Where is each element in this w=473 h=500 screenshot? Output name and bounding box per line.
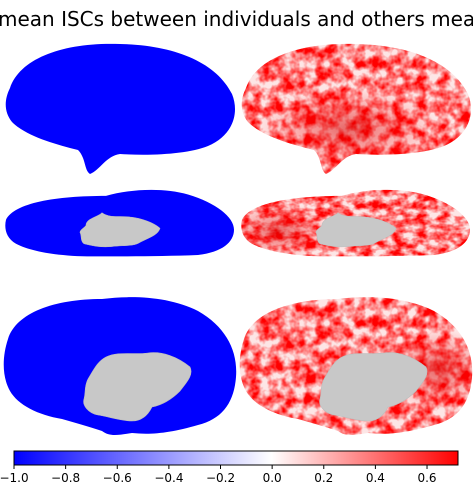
medial-wall xyxy=(79,212,161,248)
brain-surface xyxy=(5,43,235,174)
brain-panel-lateral-r1c1 xyxy=(5,43,235,174)
colorbar-tick-label: −0.8 xyxy=(51,471,80,485)
colorbar: −1.0 −0.8 −0.6 −0.4 −0.2 0.0 0.2 0.4 0.6 xyxy=(0,450,459,485)
brain-panel-medial-r3c1 xyxy=(3,297,237,435)
isc-hotspot xyxy=(248,79,448,169)
brain-panel-medial-r3c2 xyxy=(239,297,473,435)
colorbar-tick-label: 0.0 xyxy=(263,471,282,485)
colorbar-tick-label: −0.2 xyxy=(206,471,235,485)
medial-wall xyxy=(315,212,397,248)
figure-title: mean ISCs between individuals and others… xyxy=(0,7,473,31)
colorbar-tick-label: 0.4 xyxy=(366,471,385,485)
brain-panel-lateral-r1c2 xyxy=(241,43,471,174)
colorbar-tick-label: 0.2 xyxy=(314,471,333,485)
brain-panel-medial-r2c2 xyxy=(241,189,471,257)
colorbar-gradient xyxy=(13,450,459,466)
colorbar-tick-label: −0.4 xyxy=(154,471,183,485)
medial-wall xyxy=(83,352,192,422)
medial-wall xyxy=(319,352,428,422)
colorbar-tick-label: −0.6 xyxy=(103,471,132,485)
colorbar-tick-label: 0.6 xyxy=(417,471,436,485)
brain-panel-medial-r2c1 xyxy=(5,189,235,257)
colorbar-tick-label: −1.0 xyxy=(0,471,29,485)
